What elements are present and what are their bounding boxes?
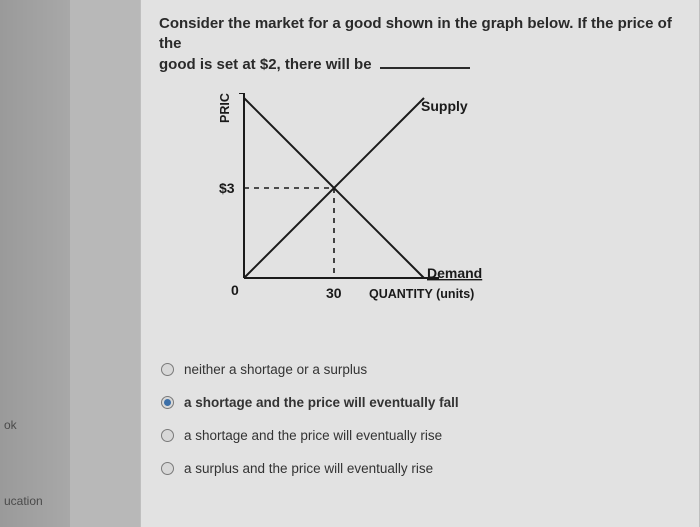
sidebar-item-ucation[interactable]: ucation <box>4 494 43 508</box>
supply-label: Supply <box>421 98 468 114</box>
option-label: a surplus and the price will eventually … <box>184 461 433 476</box>
chart-svg: PRICE $3 0 30 QUANTITY (units) Supply De… <box>189 93 529 323</box>
option-3[interactable]: a shortage and the price will eventually… <box>159 419 681 452</box>
option-2[interactable]: a shortage and the price will eventually… <box>159 386 681 419</box>
question-line1: Consider the market for a good shown in … <box>159 15 672 52</box>
blank-line <box>380 67 470 69</box>
question-card: Consider the market for a good shown in … <box>140 0 700 527</box>
radio-icon[interactable] <box>161 462 174 475</box>
sidebar: ok ucation <box>0 0 70 527</box>
question-line2: good is set at $2, there will be <box>159 56 372 73</box>
sidebar-item-ok[interactable]: ok <box>4 418 17 432</box>
option-label: a shortage and the price will eventually… <box>184 428 442 443</box>
answer-options: neither a shortage or a surplus a shorta… <box>159 353 681 485</box>
question-text: Consider the market for a good shown in … <box>159 14 681 75</box>
radio-icon[interactable] <box>161 363 174 376</box>
radio-icon[interactable] <box>161 396 174 409</box>
option-4[interactable]: a surplus and the price will eventually … <box>159 452 681 485</box>
option-1[interactable]: neither a shortage or a surplus <box>159 353 681 386</box>
demand-label: Demand <box>427 265 482 281</box>
x-tick-label: 30 <box>326 285 342 301</box>
origin-label: 0 <box>231 282 239 298</box>
option-label: a shortage and the price will eventually… <box>184 395 459 410</box>
supply-demand-chart: PRICE $3 0 30 QUANTITY (units) Supply De… <box>189 93 529 323</box>
y-axis-label: PRICE <box>218 93 232 123</box>
y-tick-label: $3 <box>219 180 235 196</box>
x-axis-label: QUANTITY (units) <box>369 287 474 301</box>
option-label: neither a shortage or a surplus <box>184 362 367 377</box>
radio-icon[interactable] <box>161 429 174 442</box>
